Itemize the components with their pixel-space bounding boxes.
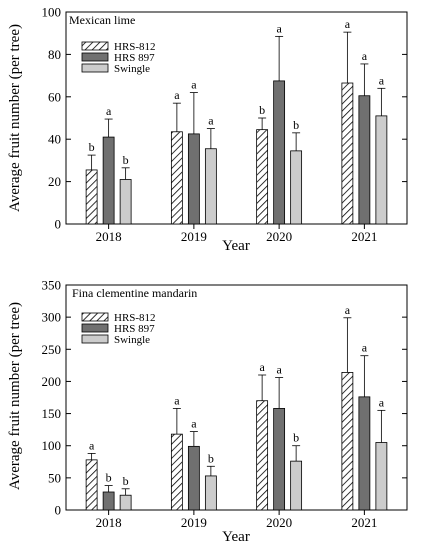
y-axis-title: Average fruit number (per tree): [7, 24, 23, 212]
legend-swatch: [81, 312, 109, 322]
significance-letter: a: [345, 17, 351, 31]
bar: [273, 408, 286, 511]
bar: [358, 95, 371, 225]
bar: [341, 82, 354, 225]
bar: [85, 169, 98, 225]
significance-letter: a: [191, 417, 197, 431]
y-tick-label: 150: [42, 406, 62, 421]
significance-letter: a: [362, 49, 368, 63]
x-axis-title: Year: [222, 238, 250, 254]
bar: [290, 150, 303, 225]
bar: [187, 445, 200, 511]
y-tick-label: 60: [48, 89, 61, 104]
bar: [187, 133, 200, 225]
significance-letter: a: [379, 73, 385, 87]
y-tick-label: 40: [48, 132, 61, 147]
legend-label: HRS-812: [114, 312, 156, 324]
bar: [119, 179, 132, 225]
significance-letter: a: [89, 438, 95, 452]
bar: [256, 129, 269, 225]
significance-letter: b: [293, 431, 299, 445]
bar: [204, 475, 217, 511]
significance-letter: b: [89, 140, 95, 154]
bar: [375, 442, 388, 511]
legend-label: HRS 897: [114, 323, 155, 335]
significance-letter: b: [123, 474, 129, 488]
chart-panel-mexican-lime: Mexican lime Year Average fruit number (…: [7, 5, 408, 254]
significance-letter: a: [174, 88, 180, 102]
significance-letter: a: [276, 21, 282, 35]
bar: [290, 460, 303, 511]
bar: [204, 148, 217, 225]
significance-letter: a: [345, 303, 351, 317]
bar: [170, 131, 183, 225]
y-tick-label: 0: [55, 503, 62, 518]
y-tick-label: 0: [55, 217, 62, 232]
significance-letter: b: [259, 103, 265, 117]
legend-label: HRS 897: [114, 52, 155, 64]
bar: [273, 80, 286, 225]
legend-label: Swingle: [114, 63, 150, 75]
bar: [170, 433, 183, 511]
legend-swatch: [81, 334, 109, 344]
bar: [119, 494, 132, 511]
significance-letter: a: [259, 360, 265, 374]
significance-letter: a: [276, 363, 282, 377]
significance-letter: a: [106, 104, 112, 118]
significance-letter: a: [174, 393, 180, 407]
legend-swatch: [81, 63, 109, 73]
panel-title: Mexican lime: [69, 13, 135, 27]
y-tick-label: 50: [48, 470, 61, 485]
x-tick-label: 2021: [351, 229, 377, 244]
significance-letter: b: [293, 118, 299, 132]
bar: [341, 372, 354, 511]
bar: [102, 136, 115, 225]
legend-label: HRS-812: [114, 41, 156, 53]
bar: [85, 459, 98, 511]
significance-letter: b: [123, 153, 129, 167]
plot-frame: [65, 11, 408, 225]
bar: [358, 396, 371, 511]
legend-swatch: [81, 41, 109, 51]
legend-swatch: [81, 52, 109, 62]
significance-letter: b: [106, 471, 112, 485]
bar: [375, 115, 388, 225]
y-tick-label: 350: [42, 278, 62, 293]
bar: [256, 400, 269, 511]
x-tick-label: 2020: [266, 515, 292, 530]
x-tick-label: 2019: [181, 229, 207, 244]
panel-title: Fina clementine mandarin: [72, 286, 197, 300]
significance-letter: a: [208, 114, 214, 128]
significance-letter: a: [362, 341, 368, 355]
legend-label: Swingle: [114, 334, 150, 346]
significance-letter: a: [191, 78, 197, 92]
bar: [102, 491, 115, 511]
plot-frame: [65, 284, 408, 511]
y-axis-title: Average fruit number (per tree): [7, 302, 23, 490]
x-tick-label: 2018: [96, 229, 122, 244]
x-tick-label: 2018: [96, 515, 122, 530]
chart-panel-fina-clementine: Fina clementine mandarin Year Average fr…: [7, 278, 408, 545]
significance-letter: b: [208, 451, 214, 465]
y-tick-label: 20: [48, 174, 61, 189]
x-tick-label: 2019: [181, 515, 207, 530]
y-tick-label: 200: [42, 374, 62, 389]
y-tick-label: 100: [42, 438, 62, 453]
x-tick-label: 2021: [351, 515, 377, 530]
x-tick-label: 2020: [266, 229, 292, 244]
y-tick-label: 100: [42, 5, 62, 20]
significance-letter: a: [379, 395, 385, 409]
y-tick-label: 250: [42, 342, 62, 357]
x-axis-title: Year: [222, 529, 250, 545]
legend-swatch: [81, 323, 109, 333]
y-tick-label: 300: [42, 310, 62, 325]
y-tick-label: 80: [48, 47, 61, 62]
